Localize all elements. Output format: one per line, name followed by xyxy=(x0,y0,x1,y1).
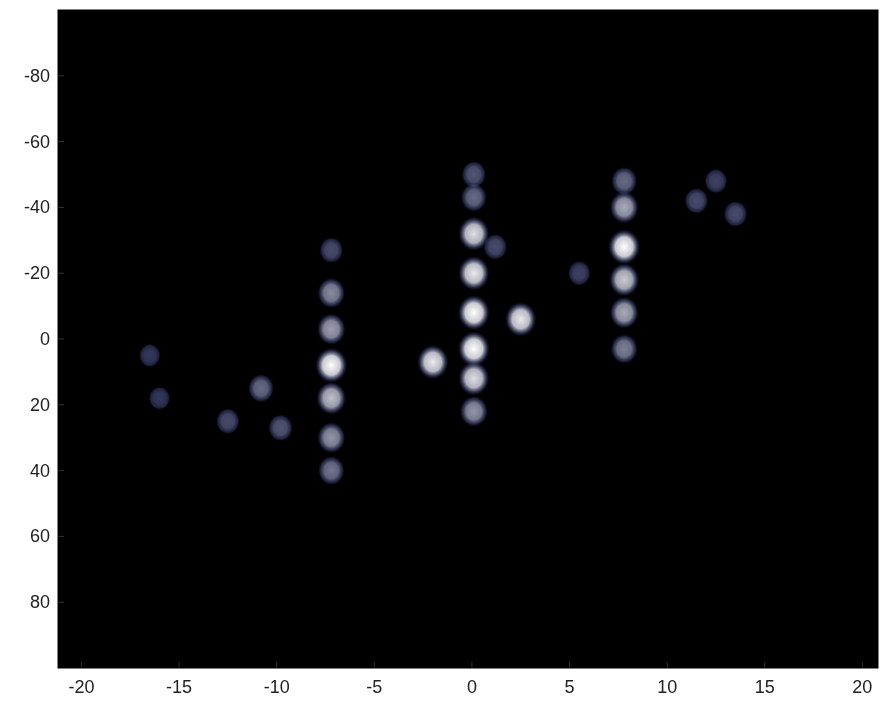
chart: -20 -15 -10 -5 0 5 10 15 20 -80 -60 -40 -20 0 20 40 60 80 xyxy=(0,0,883,702)
blob xyxy=(611,334,638,364)
blob xyxy=(248,374,274,402)
y-tick xyxy=(58,339,64,340)
x-tick-label: 20 xyxy=(852,677,872,697)
x-tick xyxy=(179,662,180,668)
blob xyxy=(216,408,239,434)
y-tick xyxy=(58,602,64,603)
blob xyxy=(149,387,170,410)
x-tick xyxy=(374,662,375,668)
blob xyxy=(608,229,640,264)
y-tick xyxy=(58,404,64,405)
blob xyxy=(458,361,489,395)
y-tick xyxy=(58,470,64,471)
blob xyxy=(568,261,590,286)
plot-area xyxy=(58,10,878,668)
y-tick xyxy=(58,536,64,537)
y-tick xyxy=(58,141,64,142)
y-tick xyxy=(58,273,64,274)
y-tick-label: -60 xyxy=(24,132,50,152)
blob xyxy=(318,456,344,485)
x-tick-label: -10 xyxy=(264,677,290,697)
x-tick xyxy=(81,662,82,668)
blob xyxy=(417,345,448,379)
blob xyxy=(505,302,536,336)
y-tick-label: -20 xyxy=(24,263,50,283)
blob xyxy=(139,344,160,367)
blob xyxy=(685,188,708,214)
x-tick xyxy=(764,662,765,668)
x-tick xyxy=(667,662,668,668)
blob xyxy=(610,192,639,224)
blob xyxy=(458,331,490,366)
y-tick-label: -80 xyxy=(24,66,50,86)
y-tick xyxy=(58,75,64,76)
x-tick xyxy=(862,662,863,668)
blob xyxy=(458,256,489,290)
x-tick xyxy=(569,662,570,668)
blob xyxy=(460,396,488,427)
blob xyxy=(315,348,347,383)
x-tick xyxy=(471,662,472,668)
plot-frame xyxy=(58,10,878,668)
blob xyxy=(724,201,747,227)
x-tick-label: -20 xyxy=(68,677,94,697)
x-tick-label: 5 xyxy=(565,677,575,697)
blob xyxy=(317,422,345,453)
blob xyxy=(317,314,345,345)
blob xyxy=(318,278,345,308)
x-tick-label: -15 xyxy=(166,677,192,697)
x-tick-label: -5 xyxy=(366,677,382,697)
blob xyxy=(461,183,487,211)
y-tick-label: 0 xyxy=(40,329,50,349)
blob xyxy=(611,167,637,195)
blob xyxy=(705,169,727,194)
y-tick-label: -40 xyxy=(24,197,50,217)
y-tick-label: 20 xyxy=(30,395,50,415)
x-tick-label: 0 xyxy=(467,677,477,697)
y-tick-label: 40 xyxy=(30,461,50,481)
blobs xyxy=(139,161,747,485)
blob xyxy=(268,414,292,441)
y-tick-label: 60 xyxy=(30,526,50,546)
blob xyxy=(458,295,490,330)
blob xyxy=(316,382,346,415)
blob xyxy=(484,234,507,260)
blob xyxy=(609,263,639,296)
blob xyxy=(320,237,343,263)
y-tick xyxy=(58,207,64,208)
blob xyxy=(610,297,639,329)
x-tick-label: 10 xyxy=(657,677,677,697)
x-tick-label: 15 xyxy=(755,677,775,697)
x-tick xyxy=(276,662,277,668)
y-tick-label: 80 xyxy=(30,592,50,612)
